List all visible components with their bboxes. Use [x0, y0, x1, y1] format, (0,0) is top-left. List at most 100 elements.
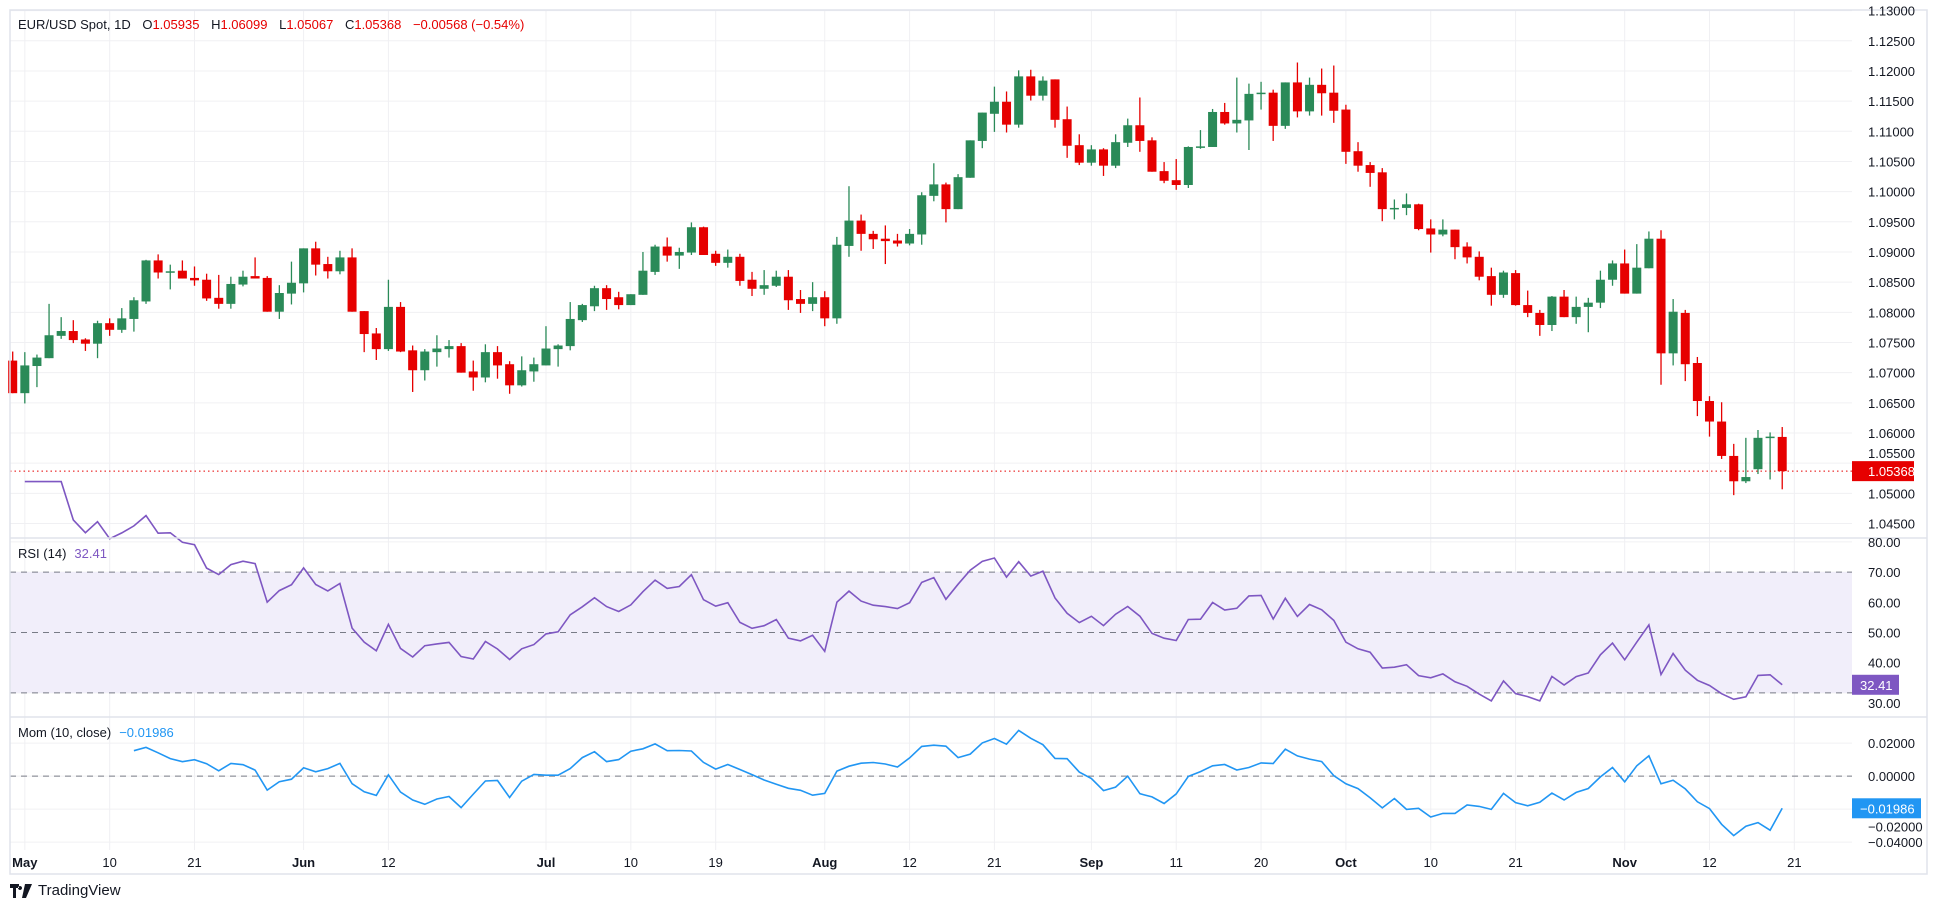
candle-body	[468, 371, 478, 378]
candle-body	[1583, 302, 1593, 307]
candle-body	[1511, 273, 1521, 306]
mom-legend-value: −0.01986	[119, 725, 174, 740]
candle-body	[820, 297, 830, 319]
candle-body	[1462, 246, 1472, 258]
candle-body	[153, 260, 163, 273]
candle-body	[953, 177, 963, 210]
price-tick-label: 1.10500	[1868, 154, 1915, 169]
candle-body	[1365, 165, 1375, 173]
rsi-tick-label: 70.00	[1868, 565, 1901, 580]
candle-body	[553, 345, 563, 350]
candle-body	[844, 220, 854, 246]
x-tick-label: 19	[708, 855, 722, 870]
candle-body	[1535, 312, 1545, 325]
candle-body	[1195, 146, 1205, 148]
candle-body	[1353, 151, 1363, 166]
x-tick-label: 21	[1508, 855, 1522, 870]
high-value: 1.06099	[220, 17, 268, 32]
rsi-tick-label: 50.00	[1868, 625, 1901, 640]
price-tick-label: 1.05000	[1868, 486, 1915, 501]
x-tick-label: 21	[1787, 855, 1801, 870]
candle-body	[214, 297, 224, 304]
candle-body	[93, 323, 103, 344]
candle-body	[1050, 79, 1060, 120]
candle-body	[1717, 421, 1727, 456]
mom-value-label: −0.01986	[1860, 801, 1915, 816]
mom-legend[interactable]: Mom (10, close) −0.01986	[18, 725, 176, 740]
candle-body	[1123, 125, 1133, 143]
candle-body	[1753, 437, 1763, 470]
x-tick-label: Jun	[292, 855, 315, 870]
candle-body	[299, 248, 309, 284]
tradingview-logo-icon	[10, 883, 32, 898]
candle-body	[202, 279, 212, 299]
price-tick-label: 1.08000	[1868, 305, 1915, 320]
candle-body	[711, 253, 721, 263]
candle-body	[589, 288, 599, 307]
indicator-level-lines	[10, 571, 1852, 777]
candle-body	[880, 238, 890, 242]
price-tick-label: 1.07500	[1868, 335, 1915, 350]
candle-body	[432, 348, 442, 353]
candle-body	[1244, 93, 1254, 121]
last-price-label: 1.05368	[1868, 464, 1915, 479]
price-tick-label: 1.12500	[1868, 34, 1915, 49]
candle-body	[1680, 312, 1690, 365]
candle-body	[602, 288, 612, 300]
candle-body	[1171, 180, 1181, 185]
candles	[8, 62, 1852, 496]
candle-body	[577, 305, 587, 321]
rsi-legend[interactable]: RSI (14) 32.41	[18, 546, 109, 561]
candle-body	[408, 350, 418, 371]
candle-body	[68, 331, 78, 341]
candle-body	[1208, 111, 1218, 147]
candle-body	[626, 294, 636, 306]
candle-body	[1389, 207, 1399, 210]
x-tick-label: 11	[1169, 855, 1183, 870]
tradingview-logo[interactable]: TradingView	[10, 882, 121, 899]
rsi-tick-label: 60.00	[1868, 595, 1901, 610]
candle-body	[480, 352, 490, 378]
change-value: −0.00568 (−0.54%)	[412, 17, 525, 32]
candle-body	[1147, 140, 1157, 172]
candle-body	[1305, 84, 1315, 112]
candle-body	[1692, 363, 1702, 402]
candle-body	[1183, 146, 1193, 185]
candle-body	[1329, 92, 1339, 111]
axes[interactable]: May 10 21 Jun 12 Jul 10 19 Aug 12 21 Sep 11 20 Oct 10 21…	[12, 4, 1922, 870]
price-tick-label: 1.12000	[1868, 64, 1915, 79]
mom-tick-label: 0.02000	[1868, 736, 1915, 751]
candle-body	[1450, 229, 1460, 248]
price-tick-label: 1.11000	[1868, 124, 1914, 139]
candle-body	[662, 246, 672, 256]
candle-body	[1474, 256, 1484, 277]
candle-body	[892, 240, 902, 244]
price-tick-label: 1.05500	[1868, 446, 1915, 461]
candle-body	[129, 300, 139, 319]
candle-body	[80, 339, 90, 344]
x-tick-label: 12	[902, 855, 916, 870]
candle-body	[771, 276, 781, 286]
price-tick-label: 1.13000	[1868, 4, 1915, 19]
rsi-tick-label: 40.00	[1868, 656, 1901, 671]
candle-body	[1074, 145, 1084, 163]
price-tick-label: 1.06000	[1868, 426, 1915, 441]
candle-body	[1656, 238, 1666, 354]
candle-body	[371, 333, 381, 350]
candle-body	[735, 256, 745, 281]
symbol-legend[interactable]: EUR/USD Spot, 1D O1.05935 H1.06099 L1.05…	[18, 17, 526, 32]
x-tick-label: Aug	[812, 855, 837, 870]
candle-body	[1547, 296, 1557, 325]
candle-body	[1111, 142, 1121, 166]
price-tick-label: 1.07000	[1868, 366, 1915, 381]
price-tick-label: 1.11500	[1868, 94, 1914, 109]
candle-body	[8, 360, 18, 394]
candle-body	[674, 251, 684, 256]
open-label: O	[142, 17, 153, 32]
symbol-title: EUR/USD Spot, 1D	[18, 17, 131, 32]
candle-body	[383, 306, 393, 350]
candle-body	[238, 276, 248, 285]
candle-body	[1777, 436, 1787, 472]
candle-body	[965, 140, 975, 178]
